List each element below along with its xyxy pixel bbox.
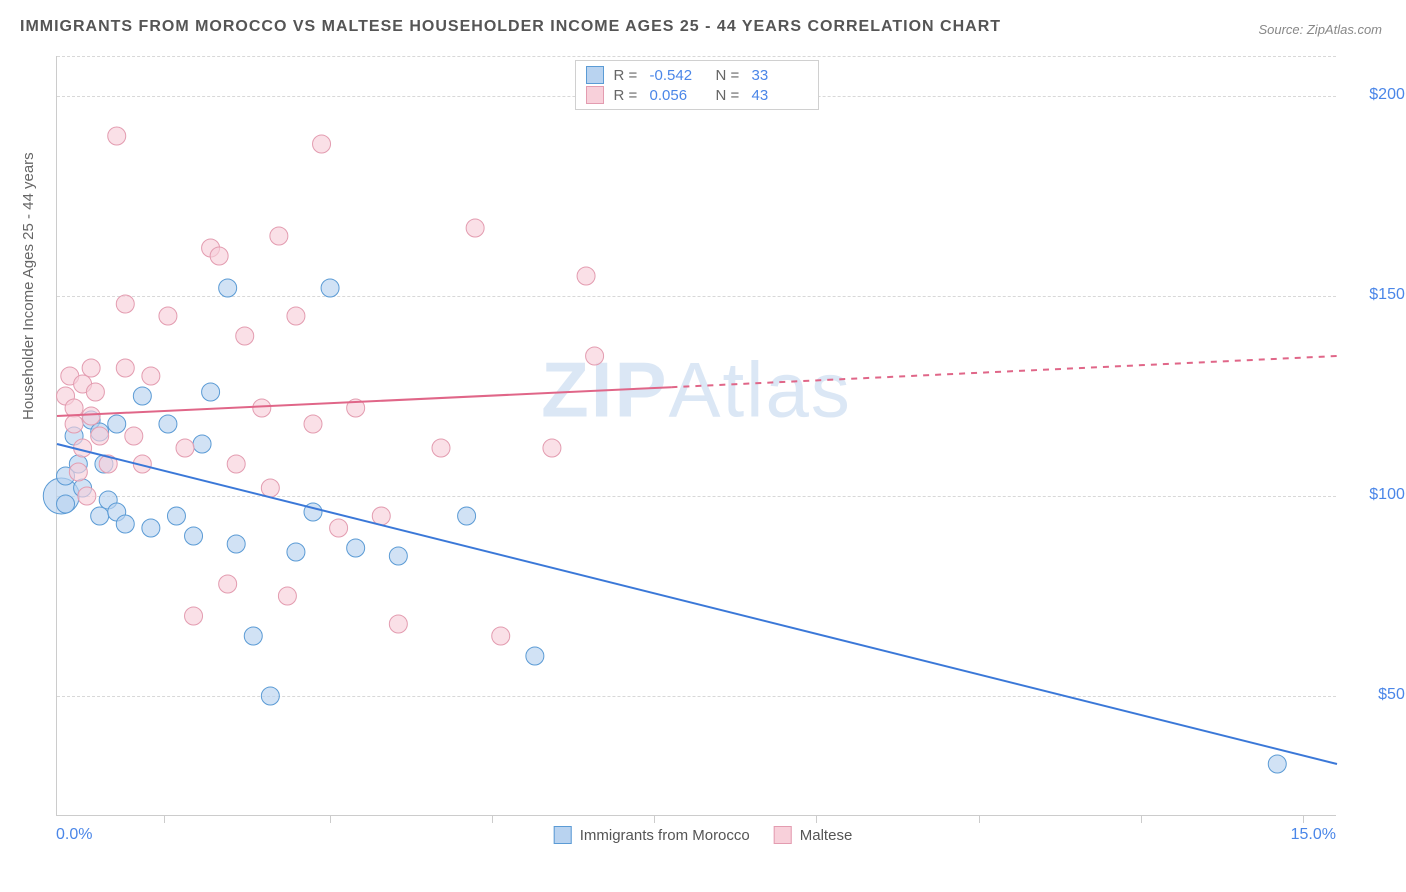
scatter-point	[159, 307, 177, 325]
scatter-point	[69, 463, 87, 481]
r-value-1: -0.542	[650, 67, 706, 84]
n-value-1: 33	[752, 67, 808, 84]
scatter-point	[82, 407, 100, 425]
scatter-point	[159, 415, 177, 433]
scatter-point	[304, 415, 322, 433]
scatter-point	[372, 507, 390, 525]
scatter-point	[261, 687, 279, 705]
scatter-point	[91, 427, 109, 445]
swatch-series-1-icon	[554, 826, 572, 844]
scatter-point	[116, 515, 134, 533]
series-1-name: Immigrants from Morocco	[580, 827, 750, 844]
scatter-point	[142, 367, 160, 385]
scatter-point	[270, 227, 288, 245]
scatter-point	[458, 507, 476, 525]
r-label: R =	[614, 87, 640, 104]
swatch-series-2-icon	[774, 826, 792, 844]
scatter-point	[492, 627, 510, 645]
scatter-point	[108, 415, 126, 433]
scatter-point	[202, 383, 220, 401]
trend-line	[671, 356, 1337, 387]
scatter-point	[543, 439, 561, 457]
scatter-point	[116, 359, 134, 377]
series-legend: Immigrants from Morocco Maltese	[554, 826, 853, 844]
scatter-point	[1268, 755, 1286, 773]
scatter-point	[287, 307, 305, 325]
scatter-point	[193, 435, 211, 453]
scatter-point	[244, 627, 262, 645]
series-2-name: Maltese	[800, 827, 853, 844]
source-label: Source: ZipAtlas.com	[1258, 22, 1382, 37]
scatter-point	[108, 127, 126, 145]
scatter-point	[586, 347, 604, 365]
y-tick-label: $100,000	[1346, 486, 1406, 504]
scatter-point	[278, 587, 296, 605]
scatter-point	[167, 507, 185, 525]
scatter-point	[236, 327, 254, 345]
trend-line	[57, 444, 1337, 764]
plot-area: ZIPAtlas $50,000$100,000$150,000$200,000…	[56, 56, 1336, 816]
scatter-point	[227, 535, 245, 553]
x-min-label: 0.0%	[56, 826, 92, 844]
y-tick-label: $150,000	[1346, 286, 1406, 304]
scatter-point	[313, 135, 331, 153]
scatter-point	[82, 359, 100, 377]
scatter-point	[133, 387, 151, 405]
n-value-2: 43	[752, 87, 808, 104]
scatter-point	[116, 295, 134, 313]
scatter-point	[210, 247, 228, 265]
scatter-point	[78, 487, 96, 505]
chart-title: IMMIGRANTS FROM MOROCCO VS MALTESE HOUSE…	[20, 18, 1001, 36]
scatter-point	[321, 279, 339, 297]
scatter-point	[227, 455, 245, 473]
scatter-point	[389, 615, 407, 633]
scatter-point	[185, 607, 203, 625]
y-tick-label: $200,000	[1346, 86, 1406, 104]
swatch-series-1	[586, 66, 604, 84]
n-label: N =	[716, 87, 742, 104]
y-tick-label: $50,000	[1346, 686, 1406, 704]
scatter-point	[261, 479, 279, 497]
svg-layer	[57, 56, 1337, 816]
scatter-point	[466, 219, 484, 237]
scatter-point	[176, 439, 194, 457]
legend-row-1: R = -0.542 N = 33	[586, 65, 808, 85]
scatter-point	[65, 415, 83, 433]
scatter-point	[253, 399, 271, 417]
x-max-label: 15.0%	[1291, 826, 1336, 844]
scatter-point	[142, 519, 160, 537]
scatter-point	[91, 507, 109, 525]
scatter-point	[219, 575, 237, 593]
scatter-point	[577, 267, 595, 285]
scatter-point	[287, 543, 305, 561]
scatter-point	[389, 547, 407, 565]
legend-item-2: Maltese	[774, 826, 853, 844]
r-value-2: 0.056	[650, 87, 706, 104]
legend-row-2: R = 0.056 N = 43	[586, 85, 808, 105]
scatter-point	[86, 383, 104, 401]
scatter-point	[347, 539, 365, 557]
scatter-point	[219, 279, 237, 297]
scatter-point	[125, 427, 143, 445]
swatch-series-2	[586, 86, 604, 104]
scatter-point	[330, 519, 348, 537]
scatter-point	[526, 647, 544, 665]
scatter-point	[57, 495, 75, 513]
legend-item-1: Immigrants from Morocco	[554, 826, 750, 844]
scatter-point	[185, 527, 203, 545]
scatter-point	[432, 439, 450, 457]
n-label: N =	[716, 67, 742, 84]
correlation-legend: R = -0.542 N = 33 R = 0.056 N = 43	[575, 60, 819, 110]
y-axis-label: Householder Income Ages 25 - 44 years	[20, 152, 37, 420]
r-label: R =	[614, 67, 640, 84]
